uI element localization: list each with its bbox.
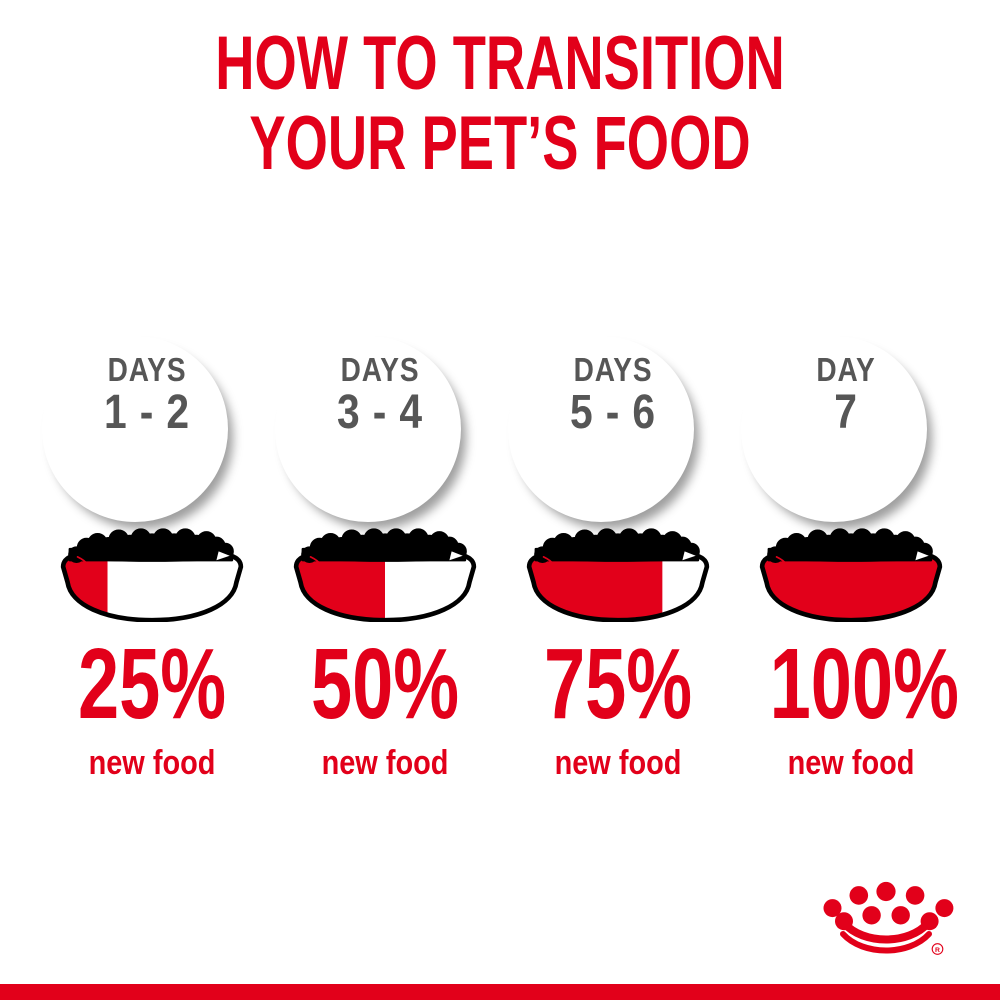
svg-text:R: R [935,947,940,954]
